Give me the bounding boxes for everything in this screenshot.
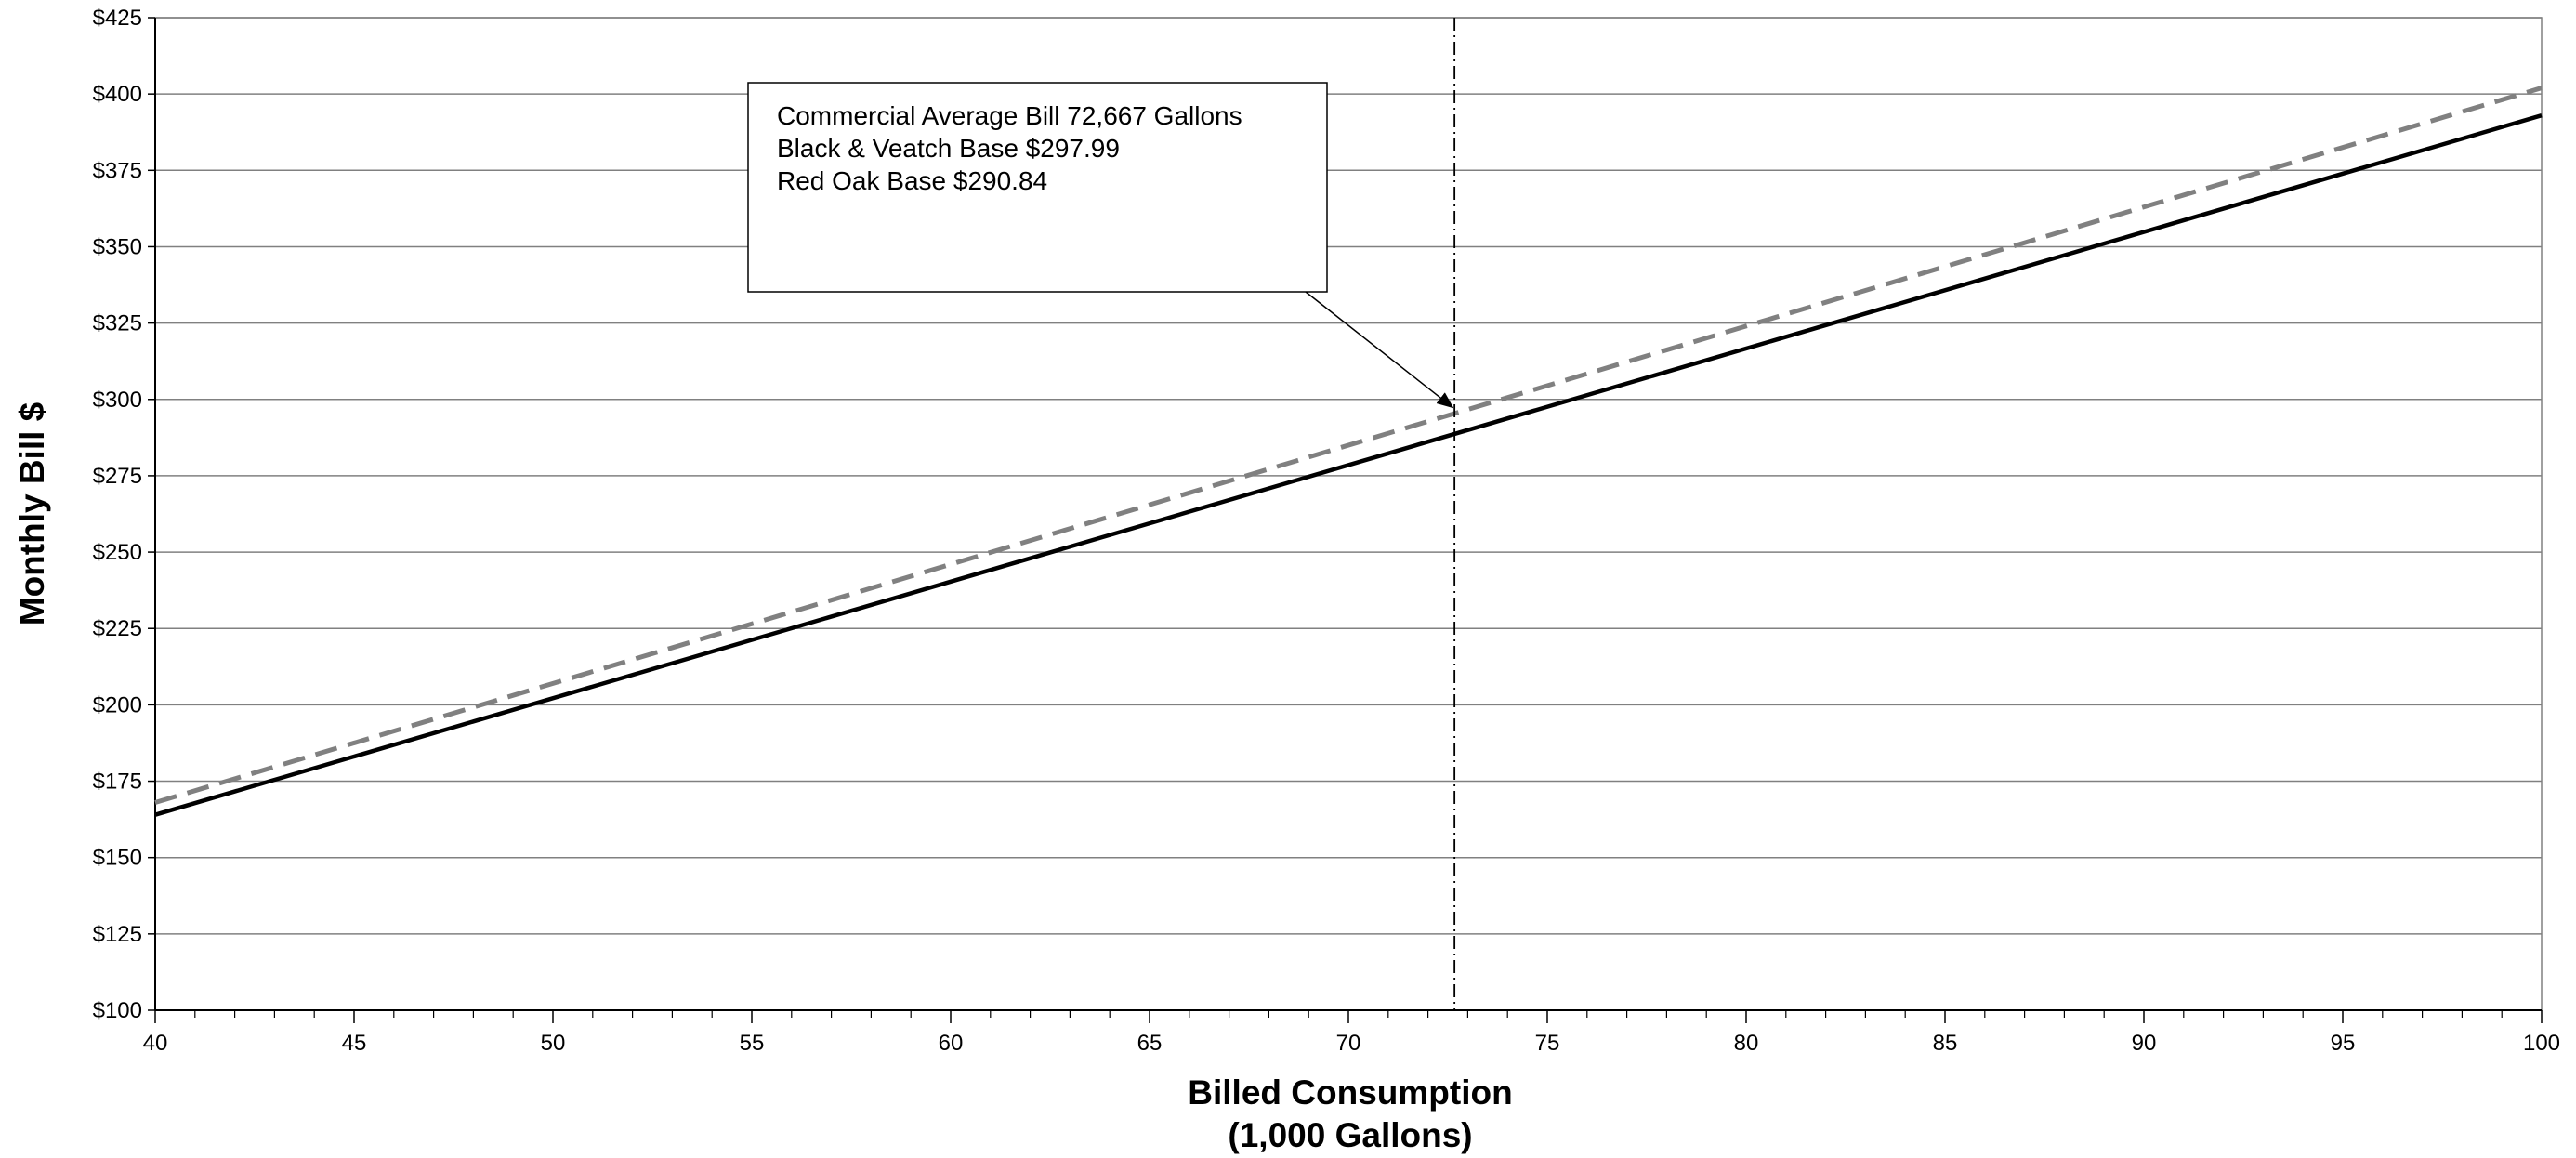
x-tick-label: 40 (143, 1031, 168, 1056)
annotation-callout: Commercial Average Bill 72,667 Gallons B… (747, 82, 1454, 409)
gridlines (155, 17, 2542, 935)
x-axis-title-line-2: (1,000 Gallons) (1228, 1116, 1472, 1154)
y-tick-label: $325 (93, 311, 142, 336)
annotation-arrow (1305, 291, 1454, 409)
x-tick-label: 85 (1933, 1031, 1958, 1056)
y-tick-label: $200 (93, 692, 142, 717)
x-tick-label: 45 (342, 1031, 367, 1056)
x-tick-label: 60 (939, 1031, 964, 1056)
y-tick-label: $400 (93, 82, 142, 107)
x-tick-label: 90 (2132, 1031, 2157, 1056)
y-tick-label: $225 (93, 616, 142, 641)
series-line-2 (154, 86, 2543, 805)
x-tick-label: 80 (1734, 1031, 1759, 1056)
y-tick-label: $125 (93, 922, 142, 947)
series-line-1 (154, 112, 2543, 817)
annotation-line-1: Commercial Average Bill 72,667 Gallons (777, 101, 1242, 130)
annotation-line-3: Red Oak Base $290.84 (777, 166, 1047, 195)
y-tick-label: $275 (93, 464, 142, 489)
y-tick-label: $100 (93, 998, 142, 1023)
x-tick-label: 55 (740, 1031, 765, 1056)
annotation-line-2: Black & Veatch Base $297.99 (777, 134, 1120, 163)
annotation-box (747, 82, 1328, 293)
y-tick-label: $250 (93, 540, 142, 565)
plot-area (154, 17, 2543, 1011)
y-tick-label: $350 (93, 234, 142, 259)
x-axis-title-line-1: Billed Consumption (1188, 1073, 1512, 1112)
x-tick-label: 100 (2523, 1031, 2560, 1056)
y-axis: $100 $125 $150 $175 $200 $225 $250 $275 $300 $325… (93, 6, 155, 1023)
series-group (154, 86, 2543, 817)
y-tick-label: $425 (93, 6, 142, 31)
x-tick-label: 75 (1535, 1031, 1560, 1056)
plot-border (154, 17, 2543, 1011)
y-tick-label: $175 (93, 770, 142, 795)
y-tick-label: $150 (93, 846, 142, 871)
y-tick-label: $375 (93, 158, 142, 183)
x-tick-label: 95 (2331, 1031, 2356, 1056)
x-axis: 40 45 50 55 60 65 70 75 80 85 90 95 100 (143, 1010, 2560, 1056)
y-axis-title: Monthly Bill $ (13, 401, 51, 625)
y-tick-label: $300 (93, 388, 142, 413)
x-tick-label: 50 (541, 1031, 566, 1056)
x-tick-label: 70 (1336, 1031, 1361, 1056)
x-tick-label: 65 (1137, 1031, 1163, 1056)
